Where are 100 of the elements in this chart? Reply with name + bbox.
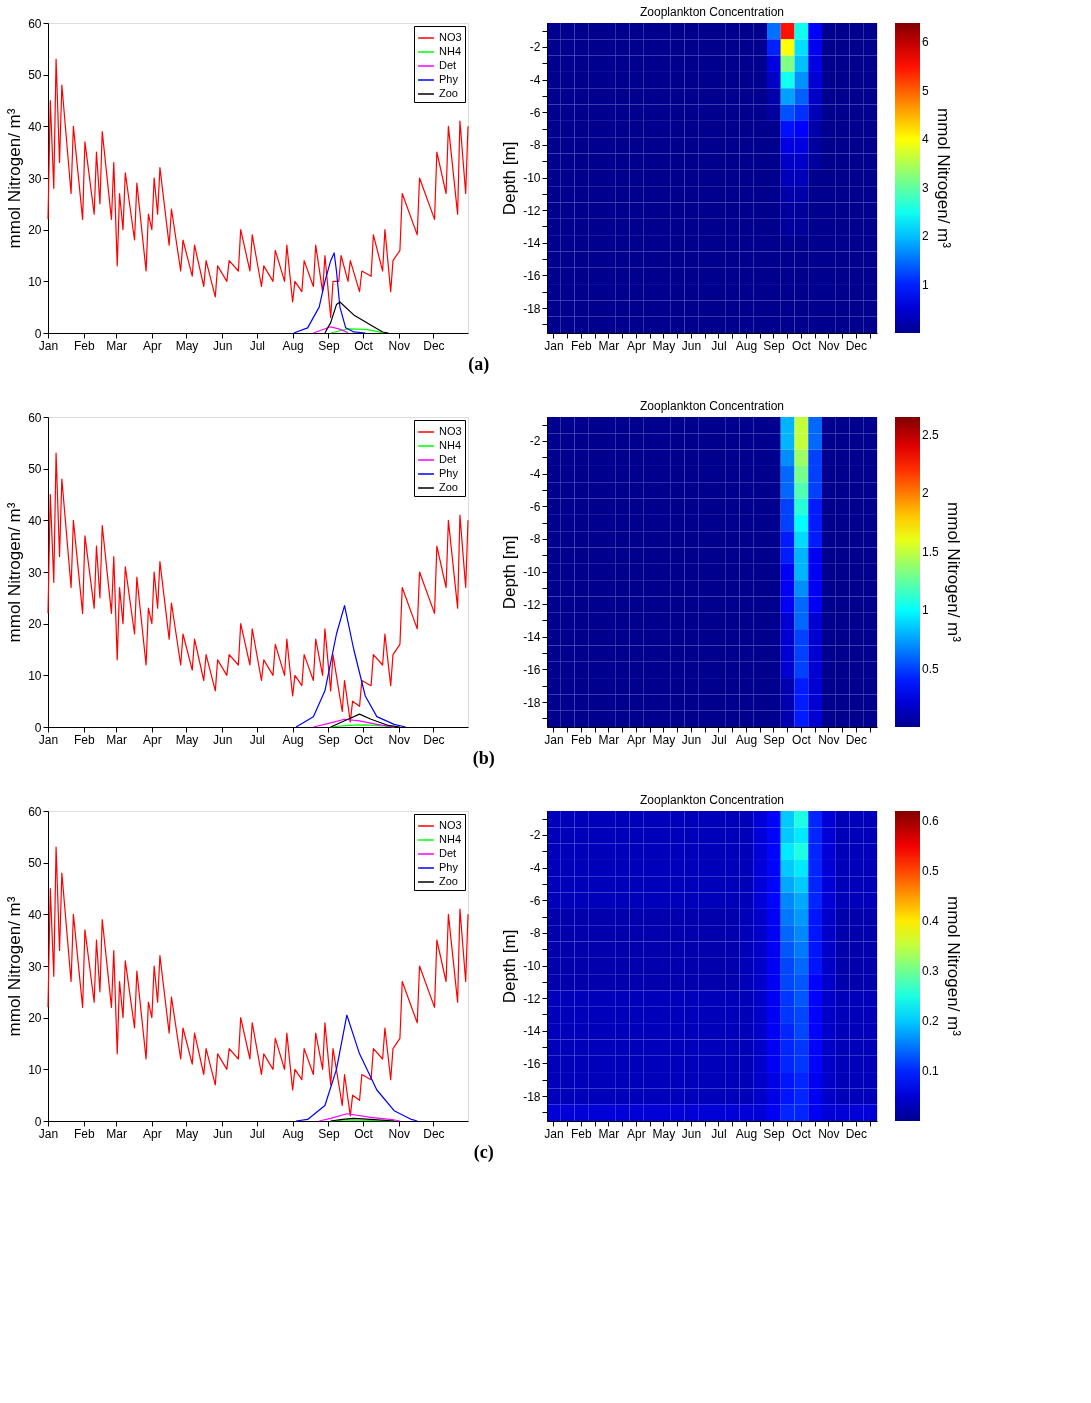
y-tick-label: -10 xyxy=(523,959,541,973)
x-tick-label: Nov xyxy=(818,1126,840,1141)
y-tick-label: -16 xyxy=(523,268,541,283)
color-bar-label: 1.5 xyxy=(922,544,940,559)
x-tick-label: Nov xyxy=(388,732,410,747)
y-tick-label: -8 xyxy=(529,926,541,941)
y-tick-label: 0 xyxy=(34,1114,42,1129)
legend-label: Det xyxy=(439,847,457,859)
x-tick-label: Jul xyxy=(249,732,266,747)
x-tick-label: Feb xyxy=(571,338,593,353)
x-tick-label: Mar xyxy=(598,338,620,353)
y-axis-title: Depth [m] xyxy=(500,535,520,610)
text: (b) xyxy=(472,747,495,769)
x-tick-label: Sep xyxy=(318,732,340,747)
x-tick-label: Oct xyxy=(354,338,374,353)
y-tick-label: -8 xyxy=(529,532,541,547)
y-tick-label: -10 xyxy=(523,171,541,185)
x-tick-label: May xyxy=(175,732,199,747)
x-tick-label: Jun xyxy=(681,732,702,747)
legend-label: Det xyxy=(439,453,457,465)
y-tick-label: 20 xyxy=(28,223,42,238)
color-bar-title: mmol Nitrogen/ m³ xyxy=(934,108,953,249)
y-tick-label: 10 xyxy=(28,274,42,289)
color-bar-label: 0.2 xyxy=(922,1014,940,1028)
x-tick-label: Aug xyxy=(282,732,304,747)
y-axis-title: Depth [m] xyxy=(500,141,520,216)
legend-label: Zoo xyxy=(439,875,458,887)
y-tick-label: -18 xyxy=(523,695,541,710)
legend-label: Zoo xyxy=(439,87,458,99)
x-tick-label: Aug xyxy=(282,1126,304,1141)
color-bar-label: 4 xyxy=(922,132,929,147)
x-tick-label: Apr xyxy=(627,732,646,747)
y-tick-label: -6 xyxy=(529,499,541,514)
x-tick-label: Mar xyxy=(106,732,127,747)
y-tick-label: 40 xyxy=(28,513,42,528)
y-tick-label: -4 xyxy=(529,73,541,88)
y-tick-label: 0 xyxy=(34,720,42,735)
y-axis-title: mmol Nitrogen/ m³ xyxy=(5,108,25,249)
color-bar-label: 2 xyxy=(922,486,929,501)
x-tick-label: Feb xyxy=(73,338,95,353)
y-tick-label: 40 xyxy=(28,119,42,134)
y-tick-label: 60 xyxy=(28,804,42,819)
y-axis-title: Depth [m] xyxy=(500,929,520,1004)
x-tick-label: May xyxy=(175,338,199,353)
color-bar-title: mmol Nitrogen/ m³ xyxy=(944,896,963,1037)
color-bar-title: mmol Nitrogen/ m³ xyxy=(944,502,963,643)
y-tick-label: -2 xyxy=(529,434,541,449)
x-tick-label: Feb xyxy=(73,1126,95,1141)
x-tick-label: Jul xyxy=(249,1126,266,1141)
chart-title: Zooplankton Concentration xyxy=(639,793,785,807)
y-tick-label: 50 xyxy=(28,68,42,83)
x-tick-label: Oct xyxy=(792,1126,812,1141)
y-tick-label: -6 xyxy=(529,105,541,120)
y-tick-label: 50 xyxy=(28,856,42,871)
legend-label: NH4 xyxy=(439,833,462,845)
y-tick-label: 0 xyxy=(34,326,42,341)
y-tick-label: -14 xyxy=(523,236,541,251)
legend-label: NH4 xyxy=(439,45,462,57)
y-tick-label: -12 xyxy=(523,203,541,218)
y-tick-label: -10 xyxy=(523,565,541,579)
y-tick-label: 10 xyxy=(28,668,42,683)
x-tick-label: Sep xyxy=(763,1126,785,1141)
y-tick-label: 30 xyxy=(28,171,42,186)
y-tick-label: -14 xyxy=(523,630,541,645)
x-tick-label: Apr xyxy=(143,732,162,747)
color-bar-label: 0.6 xyxy=(922,814,940,828)
x-tick-label: Apr xyxy=(627,338,646,353)
y-tick-label: -12 xyxy=(523,597,541,612)
x-tick-label: Oct xyxy=(354,1126,374,1141)
x-tick-label: May xyxy=(175,1126,199,1141)
y-tick-label: 20 xyxy=(28,1011,42,1026)
x-tick-label: May xyxy=(652,732,676,747)
text: (a) xyxy=(468,353,490,375)
x-tick-label: Dec xyxy=(845,338,868,353)
color-bar-label: 2.5 xyxy=(922,427,940,442)
y-tick-label: -4 xyxy=(529,861,541,876)
x-tick-label: Jun xyxy=(213,338,233,353)
y-tick-label: -16 xyxy=(523,1056,541,1071)
color-bar-label: 0.4 xyxy=(922,914,940,928)
x-tick-label: Jul xyxy=(711,1126,727,1141)
legend-label: Zoo xyxy=(439,481,458,493)
x-tick-label: Sep xyxy=(763,338,785,353)
x-tick-label: Dec xyxy=(423,1126,445,1141)
color-bar-label: 1 xyxy=(922,277,929,292)
y-tick-label: -18 xyxy=(523,301,541,316)
y-tick-label: -18 xyxy=(523,1089,541,1104)
x-tick-label: Jul xyxy=(711,732,727,747)
x-tick-label: Apr xyxy=(143,338,162,353)
y-tick-label: -2 xyxy=(529,828,541,843)
x-tick-label: Mar xyxy=(598,732,620,747)
x-tick-label: Aug xyxy=(282,338,304,353)
y-tick-label: 20 xyxy=(28,617,42,632)
x-tick-label: Mar xyxy=(598,1126,620,1141)
y-tick-label: 10 xyxy=(28,1062,42,1077)
y-tick-label: 60 xyxy=(28,410,42,425)
chart-title: Zooplankton Concentration xyxy=(639,399,785,413)
x-tick-label: Dec xyxy=(423,732,445,747)
x-tick-label: Nov xyxy=(388,338,410,353)
x-tick-label: Sep xyxy=(318,338,340,353)
x-tick-label: Sep xyxy=(318,1126,340,1141)
